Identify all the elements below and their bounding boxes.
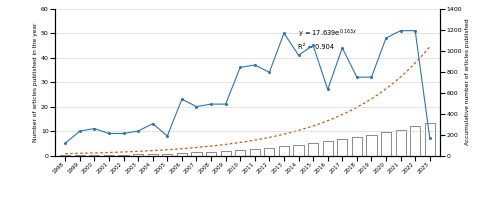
Bar: [337, 139, 347, 156]
Bar: [410, 126, 420, 156]
Bar: [294, 145, 304, 156]
Y-axis label: Number of articles published in the year: Number of articles published in the year: [33, 22, 38, 142]
Number of posts per year: [340, 46, 345, 49]
Number of posts per year: [281, 32, 287, 34]
Bar: [192, 152, 202, 156]
Number of posts per year: [252, 64, 258, 66]
Number of posts per year: [296, 54, 302, 56]
Bar: [104, 155, 114, 156]
Bar: [250, 149, 260, 156]
Number of posts per year: [194, 105, 200, 108]
Bar: [322, 141, 333, 156]
Number of posts per year: [164, 135, 170, 137]
Bar: [424, 123, 435, 156]
Y-axis label: Accumulative number of articles published: Accumulative number of articles publishe…: [464, 19, 469, 145]
Number of posts per year: [208, 103, 214, 105]
Bar: [264, 148, 274, 156]
Number of posts per year: [62, 142, 68, 145]
Bar: [279, 146, 289, 156]
Number of posts per year: [398, 29, 404, 32]
Number of posts per year: [106, 132, 112, 135]
Number of posts per year: [383, 37, 389, 39]
Bar: [352, 137, 362, 156]
Bar: [177, 153, 187, 156]
Bar: [235, 150, 246, 156]
Text: y = 17.639e$^{0.163x}$: y = 17.639e$^{0.163x}$: [298, 28, 356, 40]
Number of posts per year: [354, 76, 360, 78]
Bar: [308, 143, 318, 156]
Number of posts per year: [120, 132, 126, 135]
Number of posts per year: [135, 130, 141, 132]
Number of posts per year: [77, 130, 83, 132]
Number of posts per year: [412, 29, 418, 32]
Bar: [118, 155, 128, 156]
Bar: [396, 130, 406, 156]
Bar: [162, 154, 172, 156]
Text: R² = 0.904: R² = 0.904: [298, 44, 334, 50]
Number of posts per year: [266, 71, 272, 74]
Number of posts per year: [222, 103, 228, 105]
Bar: [206, 152, 216, 156]
Number of posts per year: [324, 88, 330, 91]
Bar: [90, 155, 100, 156]
Line: Number of posts per year: Number of posts per year: [64, 30, 430, 144]
Number of posts per year: [179, 98, 185, 100]
Number of posts per year: [92, 127, 98, 130]
Bar: [148, 154, 158, 156]
Bar: [133, 154, 143, 156]
Number of posts per year: [427, 137, 433, 140]
Bar: [366, 135, 376, 156]
Bar: [220, 151, 230, 156]
Number of posts per year: [368, 76, 374, 78]
Number of posts per year: [237, 66, 243, 69]
Number of posts per year: [310, 44, 316, 47]
Bar: [381, 132, 391, 156]
Number of posts per year: [150, 122, 156, 125]
